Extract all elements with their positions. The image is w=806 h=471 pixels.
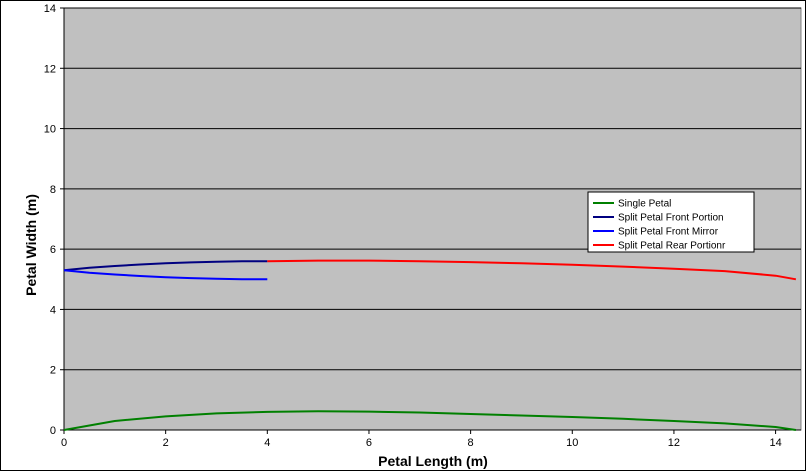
x-tick-label: 8 (468, 437, 474, 449)
y-tick-label: 10 (44, 124, 56, 136)
legend-label: Split Petal Front Portion (618, 213, 724, 224)
gridlines (64, 7, 801, 371)
x-tick-label: 14 (769, 437, 781, 449)
series-line-3 (63, 269, 268, 281)
y-tick-label: 12 (44, 63, 56, 75)
y-tick-label: 0 (50, 425, 56, 437)
series-line-1 (63, 410, 797, 431)
y-axis-title: Petal Width (m) (23, 194, 39, 296)
y-tick-label: 6 (50, 244, 56, 256)
x-tick-label: 2 (163, 437, 169, 449)
series-line-2 (63, 260, 268, 272)
x-axis-title: Petal Length (m) (378, 453, 488, 469)
x-tick-label: 12 (668, 437, 680, 449)
series-line-4 (267, 259, 797, 281)
y-axis-ticks: 0 2 4 6 8 10 12 14 (44, 3, 65, 437)
x-tick-label: 0 (61, 437, 67, 449)
legend-label: Split Petal Front Mirror (618, 227, 719, 238)
legend-label: Split Petal Rear Portionr (618, 241, 726, 252)
y-tick-label: 14 (44, 3, 56, 15)
legend-label: Single Petal (618, 199, 671, 210)
legend-box (587, 191, 755, 253)
y-tick-label: 8 (50, 184, 56, 196)
x-tick-label: 4 (264, 437, 270, 449)
series-lines (63, 259, 797, 431)
x-axis-ticks: 0 2 4 6 8 10 12 14 (61, 429, 801, 449)
x-tick-label: 6 (366, 437, 372, 449)
legend: Single Petal Split Petal Front Portion Spl… (587, 191, 755, 253)
x-tick-label: 10 (566, 437, 578, 449)
y-tick-label: 2 (50, 365, 56, 377)
y-tick-label: 4 (50, 304, 56, 316)
